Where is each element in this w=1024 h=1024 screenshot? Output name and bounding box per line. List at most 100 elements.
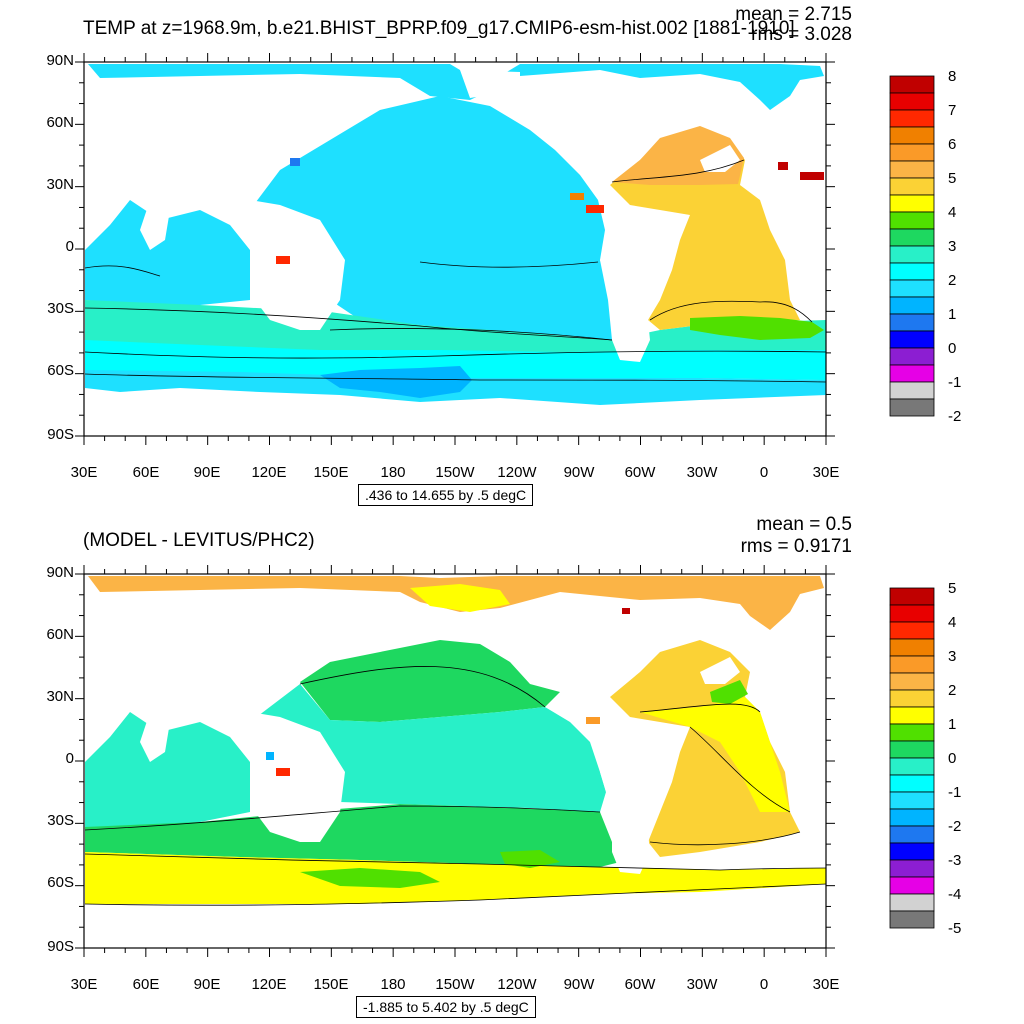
bottom-cbar-label-neg4: -4 — [948, 886, 962, 903]
top-antarctic-deep-pool — [320, 366, 472, 398]
bottom-south-band — [85, 852, 826, 907]
bottom-lon-label-90w: 90W — [563, 976, 595, 993]
top-lon-label-150w: 150W — [435, 464, 475, 481]
colorbar-swatch — [889, 876, 935, 895]
bottom-lat-label-90s: 90S — [47, 938, 74, 955]
bottom-arctic-yellow — [410, 584, 510, 612]
colorbar-swatch — [889, 757, 935, 776]
top-cbar-label-4: 4 — [948, 204, 957, 221]
top-lon-label-90w: 90W — [563, 464, 595, 481]
bottom-contour-info: -1.885 to 5.402 by .5 degC — [356, 996, 536, 1018]
bottom-lon-label-150w: 150W — [435, 976, 475, 993]
bottom-lon-label-0: 0 — [759, 976, 769, 993]
bottom-cbar-label-3: 3 — [948, 648, 957, 665]
bottom-cbar-label-neg3: -3 — [948, 852, 962, 869]
top-lon-label-30e-end: 30E — [812, 464, 840, 481]
top-lat-label-90s: 90S — [47, 426, 74, 443]
bottom-map-plot — [75, 565, 935, 957]
colorbar-swatch — [889, 279, 935, 298]
colorbar-swatch — [889, 194, 935, 213]
top-map-title: TEMP at z=1968.9m, b.e21.BHIST_BPRP.f09_… — [83, 18, 795, 39]
colorbar-swatch — [889, 228, 935, 247]
colorbar-swatch — [889, 791, 935, 810]
colorbar-swatch — [889, 587, 935, 606]
top-land-mask — [140, 70, 740, 362]
colorbar-swatch — [889, 706, 935, 725]
bottom-lon-label-60w: 60W — [624, 976, 656, 993]
colorbar-swatch — [889, 160, 935, 179]
bottom-lon-label-30e-end: 30E — [812, 976, 840, 993]
top-lon-label-150e: 150E — [313, 464, 349, 481]
top-contour-lines — [84, 159, 827, 383]
top-cbar-label-8: 8 — [948, 68, 957, 85]
bottom-cbar-label-2: 2 — [948, 682, 957, 699]
top-cbar-label-6: 6 — [948, 136, 957, 153]
bottom-north-atlantic — [640, 697, 790, 812]
bottom-cbar-label-4: 4 — [948, 614, 957, 631]
colorbar-swatch — [889, 910, 935, 929]
bottom-colorbar — [889, 587, 935, 929]
top-lat-label-60n: 60N — [46, 114, 74, 131]
colorbar-swatch — [889, 177, 935, 196]
colorbar-swatch — [889, 808, 935, 827]
top-lat-label-90n: 90N — [46, 52, 74, 69]
colorbar-swatch — [889, 364, 935, 383]
top-lat-label-30s: 30S — [47, 300, 74, 317]
colorbar-swatch — [889, 126, 935, 145]
colorbar-swatch — [889, 621, 935, 640]
top-cbar-label-0: 0 — [948, 340, 957, 357]
top-contour-info: .436 to 14.655 by .5 degC — [358, 484, 534, 506]
bottom-cbar-label-1: 1 — [948, 716, 957, 733]
bottom-green-atlantic — [710, 680, 748, 704]
bottom-southern-ocean — [85, 804, 620, 867]
top-lon-label-120w: 120W — [497, 464, 537, 481]
bottom-land-mask — [85, 657, 826, 948]
top-axis-ticks — [75, 53, 835, 445]
top-lon-label-60e: 60E — [132, 464, 160, 481]
bottom-cbar-label-neg5: -5 — [948, 920, 962, 937]
bottom-atlantic-ocean — [610, 640, 800, 857]
top-south-band — [85, 340, 826, 380]
bottom-lat-label-60s: 60S — [47, 874, 74, 891]
bottom-south-green-patches — [300, 850, 560, 888]
top-green-band — [690, 316, 824, 340]
bottom-lon-label-30w: 30W — [686, 976, 718, 993]
top-cbar-label-neg1: -1 — [948, 374, 962, 391]
top-cbar-label-neg2: -2 — [948, 408, 962, 425]
bottom-cbar-label-5: 5 — [948, 580, 957, 597]
bottom-hot-spots — [266, 608, 630, 776]
bottom-lon-label-60e: 60E — [132, 976, 160, 993]
top-lon-label-180: 180 — [380, 464, 406, 481]
colorbar-swatch — [889, 672, 935, 691]
bottom-lat-label-30n: 30N — [46, 688, 74, 705]
bottom-north-pacific — [300, 640, 560, 722]
top-lon-label-60w: 60W — [624, 464, 656, 481]
top-lat-label-0: 0 — [65, 238, 74, 255]
colorbar-swatch — [889, 893, 935, 912]
colorbar-swatch — [889, 689, 935, 708]
top-lon-label-30w: 30W — [686, 464, 718, 481]
top-lon-label-90e: 90E — [193, 464, 221, 481]
top-hot-spots — [276, 158, 824, 264]
colorbar-swatch — [889, 655, 935, 674]
colorbar-swatch — [889, 296, 935, 315]
colorbar-swatch — [889, 262, 935, 281]
top-cbar-label-5: 5 — [948, 170, 957, 187]
top-lon-label-0: 0 — [759, 464, 769, 481]
bottom-cbar-label-neg1: -1 — [948, 784, 962, 801]
colorbar-swatch — [889, 313, 935, 332]
top-lon-label-30e: 30E — [70, 464, 98, 481]
colorbar-swatch — [889, 92, 935, 111]
colorbar-swatch — [889, 825, 935, 844]
colorbar-swatch — [889, 109, 935, 128]
top-cbar-label-2: 2 — [948, 272, 957, 289]
bottom-cbar-label-neg2: -2 — [948, 818, 962, 835]
bottom-lon-label-90e: 90E — [193, 976, 221, 993]
top-mean-label: mean = 2.715 — [735, 4, 852, 25]
bottom-lon-label-120w: 120W — [497, 976, 537, 993]
colorbar-swatch — [889, 245, 935, 264]
bottom-map-panel: (MODEL - LEVITUS/PHC2) mean = 0.5 rms = … — [0, 512, 1024, 1024]
bottom-lon-label-120e: 120E — [251, 976, 287, 993]
top-cbar-label-3: 3 — [948, 238, 957, 255]
top-indian-ocean — [85, 200, 250, 305]
